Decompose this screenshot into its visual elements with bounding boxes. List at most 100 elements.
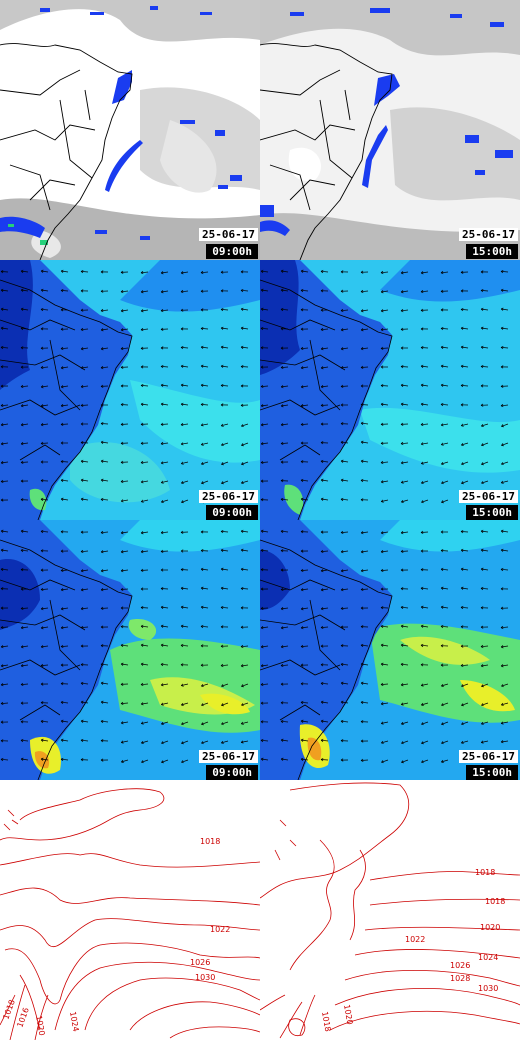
wind-vector — [281, 739, 289, 742]
wind-vector-head — [40, 738, 44, 742]
wind-vector-head — [421, 500, 424, 504]
wind-vector-head — [100, 606, 104, 611]
wind-vector-head — [460, 383, 464, 388]
wind-vector — [461, 702, 469, 706]
wind-vector — [181, 461, 189, 465]
wind-vector — [201, 702, 209, 706]
wind-vector-head — [400, 662, 404, 666]
wind-vector — [161, 461, 169, 464]
wind-vector-head — [60, 404, 64, 408]
wind-vector — [0, 404, 9, 407]
wind-vector — [501, 664, 509, 667]
wind-vector-head — [320, 625, 324, 630]
wind-vector-head — [60, 422, 64, 426]
wind-vector-head — [20, 701, 24, 705]
wind-vector-head — [360, 569, 364, 573]
wind-vector — [121, 309, 129, 312]
wind-vector-head — [241, 481, 244, 485]
wind-vector — [481, 461, 489, 465]
wind-vector-head — [221, 703, 224, 707]
wind-vector-head — [500, 307, 504, 311]
wind-vector-head — [340, 440, 344, 444]
wind-vector-head — [0, 384, 4, 388]
wind-vector-head — [300, 308, 304, 312]
wind-vector-head — [420, 327, 424, 331]
wind-vector — [61, 366, 69, 369]
time-label: 15:00h — [466, 765, 518, 780]
wind-vector-head — [280, 385, 284, 389]
wind-vector-head — [120, 422, 124, 426]
wind-vector — [0, 271, 9, 273]
wind-vector — [261, 308, 269, 311]
wind-vector-head — [500, 345, 504, 350]
wind-vector-head — [280, 307, 284, 312]
wind-vector — [141, 702, 149, 705]
wind-vector-head — [501, 684, 504, 688]
wind-vector-head — [320, 569, 324, 573]
wind-vector-head — [500, 740, 504, 744]
wind-vector-head — [100, 440, 104, 444]
wind-vector-head — [480, 345, 484, 349]
wind-vector — [300, 479, 309, 482]
wind-vector — [261, 423, 269, 426]
wind-vector — [181, 625, 189, 628]
wind-vector-head — [181, 760, 184, 764]
wind-vector — [61, 498, 69, 501]
wind-vector-head — [300, 607, 304, 611]
wind-vector-head — [260, 269, 264, 273]
wind-vector-head — [121, 759, 124, 763]
wind-vector-head — [40, 701, 44, 705]
wind-vector-head — [80, 530, 84, 534]
wind-vector-head — [160, 587, 164, 591]
wind-vector-head — [401, 721, 404, 725]
isobar-label: 1020 — [480, 923, 500, 932]
wind-vector-head — [300, 478, 304, 482]
wind-vector-head — [140, 643, 144, 647]
wind-vector-head — [280, 626, 284, 630]
wind-vector-head — [280, 663, 284, 668]
wind-vector — [161, 531, 169, 534]
wind-vector — [80, 404, 89, 406]
wind-vector — [81, 569, 89, 572]
wind-vector-head — [80, 625, 84, 630]
wind-vector — [301, 626, 309, 629]
wind-vector — [241, 568, 249, 571]
wind-vector — [20, 739, 29, 742]
wind-vector-head — [300, 738, 304, 742]
wind-vector-head — [380, 328, 384, 332]
wind-vector-head — [100, 478, 104, 482]
wind-vector — [501, 683, 509, 687]
wind-vector-head — [320, 289, 324, 293]
wind-vector-head — [40, 663, 44, 668]
isobar-label: 1024 — [478, 953, 498, 962]
wind-vector — [221, 702, 229, 706]
wind-vector — [140, 328, 149, 331]
wind-vector-head — [160, 568, 164, 572]
wind-vector — [341, 550, 349, 553]
wind-vector — [421, 625, 429, 628]
wind-vector — [241, 664, 249, 667]
wind-vector — [60, 701, 69, 704]
wind-vector — [161, 384, 169, 387]
wind-vector — [100, 531, 109, 534]
wind-vector — [300, 423, 309, 425]
wind-vector-head — [440, 442, 444, 446]
wind-vector-head — [500, 269, 504, 274]
wind-vector-head — [441, 759, 444, 763]
wind-vector-head — [340, 588, 344, 592]
wind-vector — [421, 461, 429, 464]
wind-vector-head — [420, 442, 424, 446]
wind-vector-head — [0, 307, 4, 311]
wind-vector-head — [200, 605, 204, 609]
wind-vector-head — [40, 269, 44, 273]
wind-vector — [41, 607, 49, 610]
wind-vector-head — [181, 702, 184, 707]
wind-vector-head — [160, 643, 164, 647]
wind-vector-head — [421, 760, 424, 764]
wind-vector-head — [20, 606, 24, 611]
wind-vector-head — [40, 497, 44, 501]
wind-vector-head — [440, 364, 444, 368]
wind-vector-head — [140, 328, 144, 332]
wind-vector-head — [80, 497, 84, 501]
isobar-label: 1024 — [68, 1011, 80, 1033]
